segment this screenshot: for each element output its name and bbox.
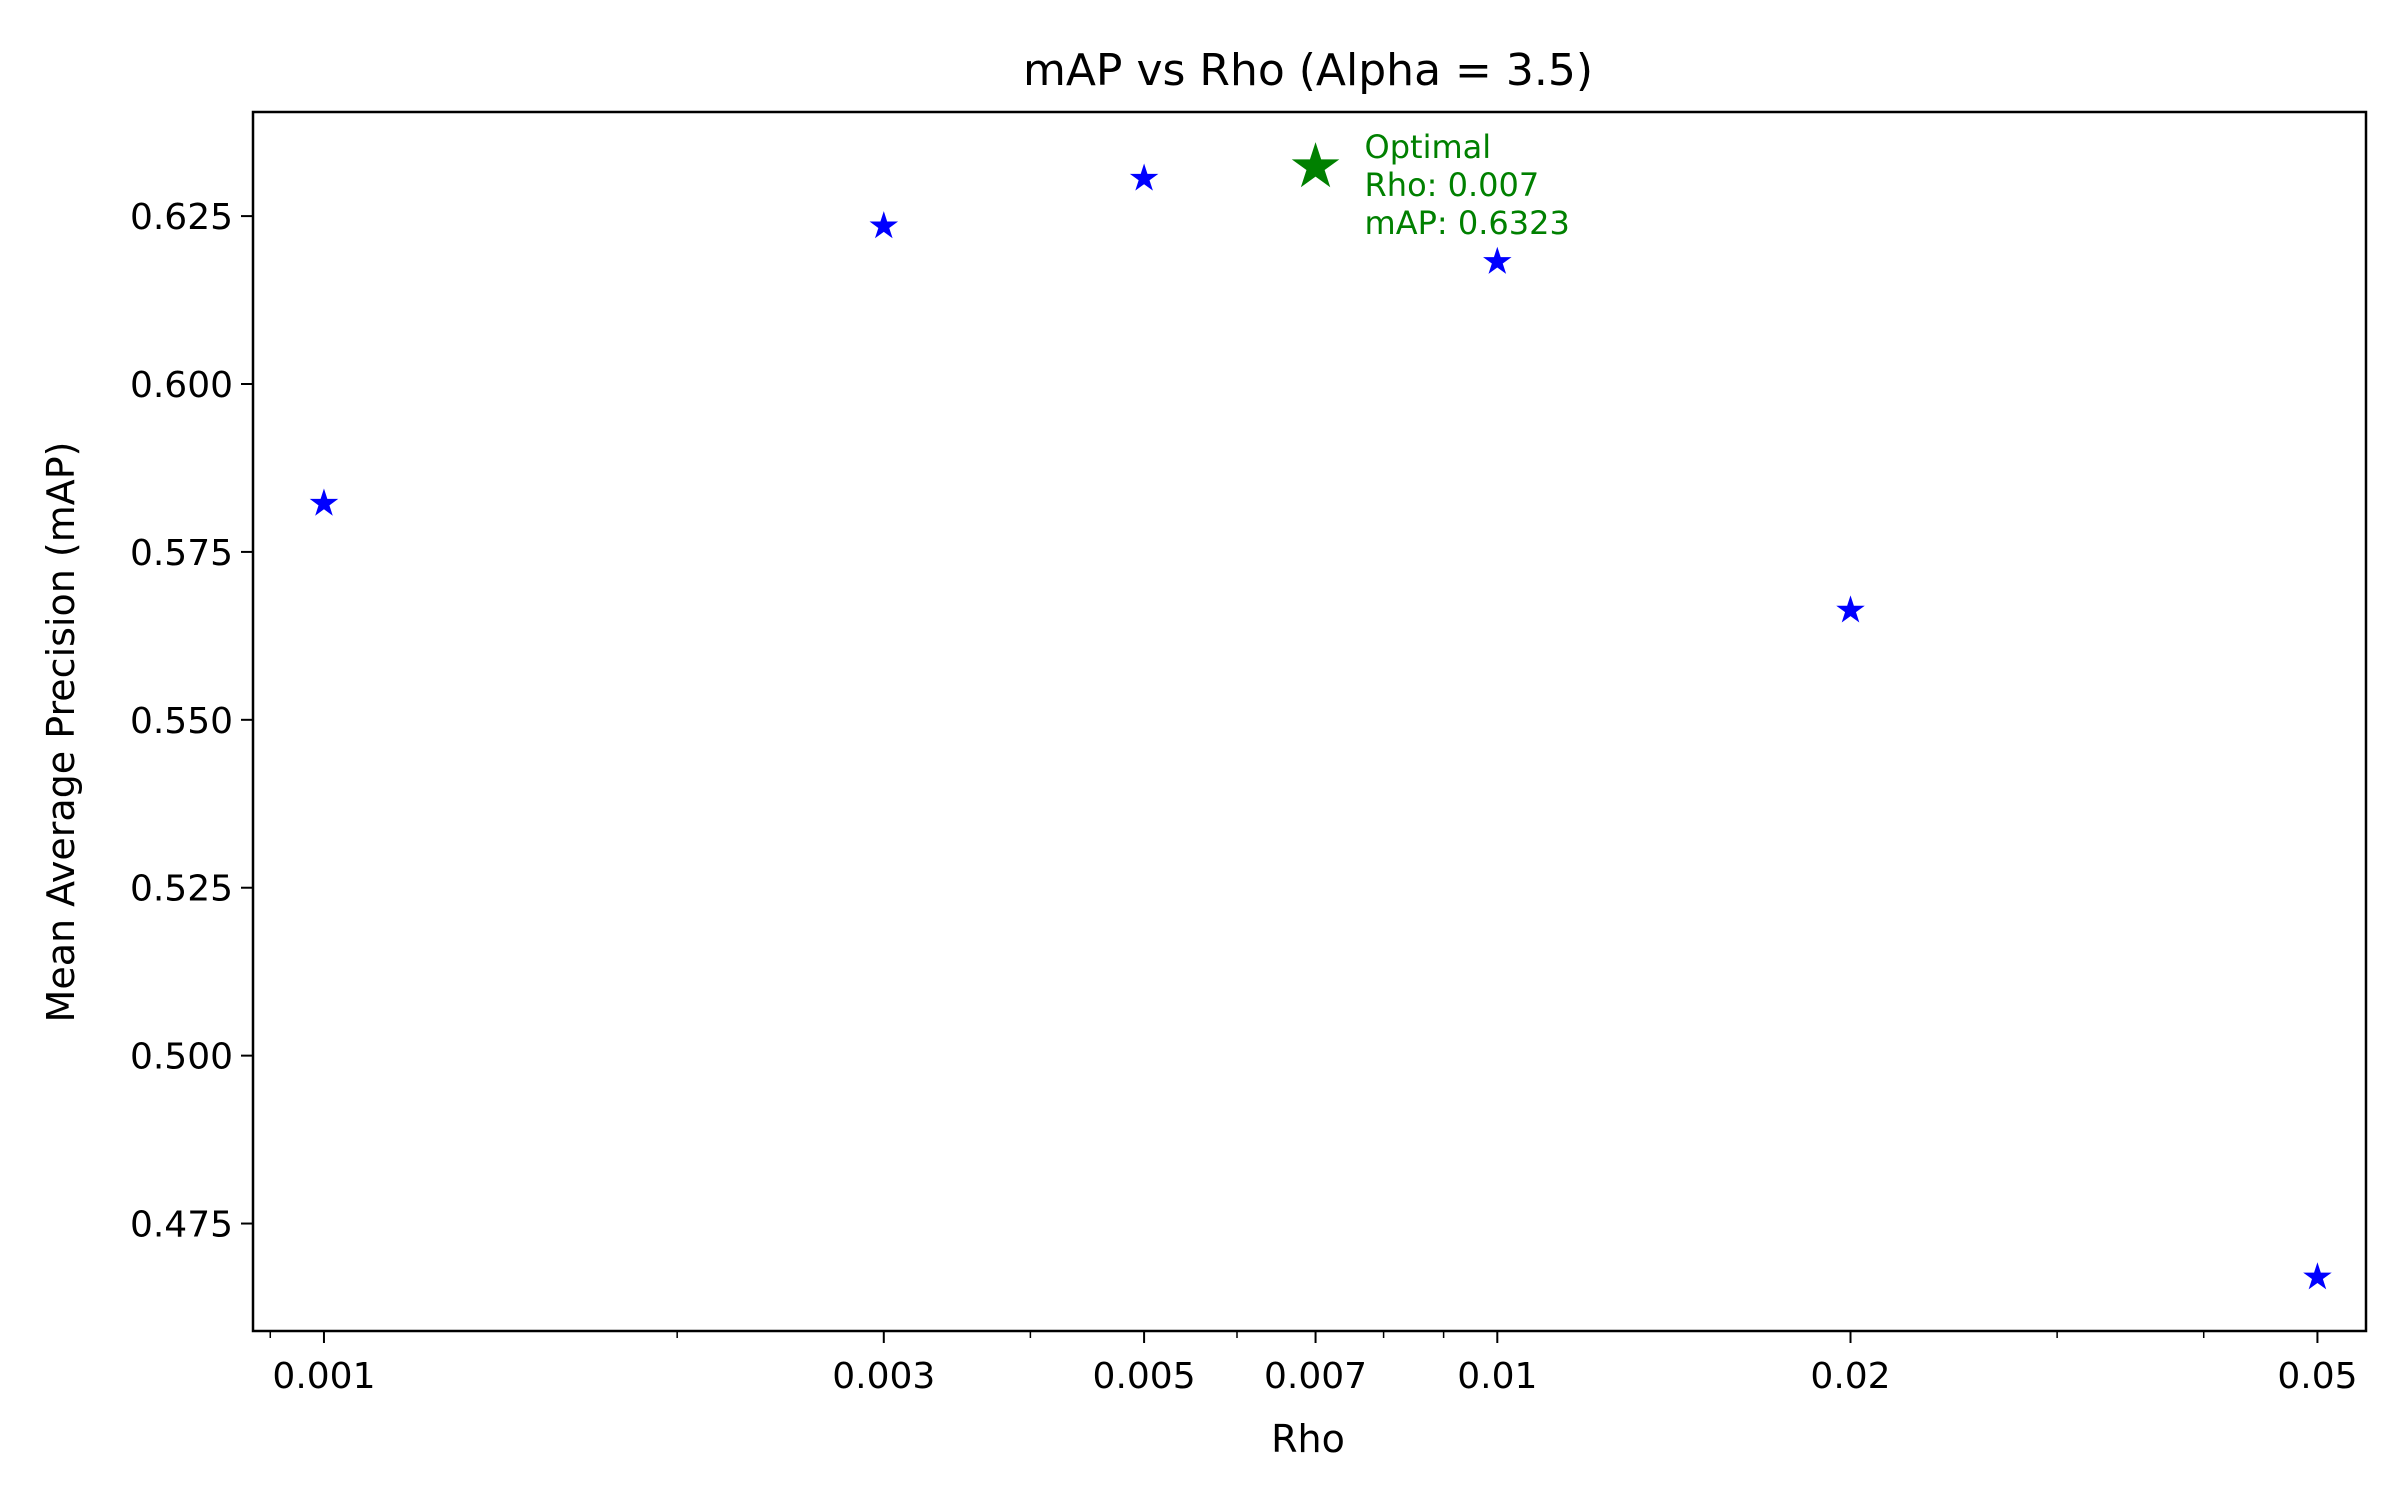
data-point-star [2303, 1262, 2332, 1290]
x-tick-label: 0.02 [1810, 1356, 1890, 1397]
y-axis-label: Mean Average Precision (mAP) [39, 442, 83, 1023]
x-tick-label: 0.05 [2277, 1356, 2357, 1397]
optimal-annotation-line: mAP: 0.6323 [1365, 204, 1570, 242]
x-tick-label: 0.01 [1457, 1356, 1537, 1397]
x-tick-label: 0.005 [1093, 1356, 1196, 1397]
x-tick-label: 0.001 [272, 1356, 375, 1397]
data-points [309, 163, 2332, 1290]
optimal-annotation-line: Rho: 0.007 [1365, 166, 1540, 204]
y-axis: 0.475 0.500 0.525 0.550 0.575 0.600 0.625 [130, 197, 253, 1246]
data-point-star [869, 211, 899, 239]
y-tick-label: 0.525 [130, 869, 233, 910]
plot-frame [251, 110, 2368, 1333]
x-tick-label: 0.007 [1264, 1356, 1367, 1397]
y-tick-label: 0.575 [130, 533, 233, 574]
y-tick-label: 0.600 [130, 365, 233, 406]
y-tick-label: 0.475 [130, 1205, 233, 1246]
x-tick-label: 0.003 [832, 1356, 935, 1397]
plot-area [251, 110, 2368, 1333]
data-point-star [1129, 163, 1159, 191]
y-tick-label: 0.550 [130, 701, 233, 742]
chart-title: mAP vs Rho (Alpha = 3.5) [1023, 45, 1593, 96]
data-point-star [309, 488, 339, 516]
optimal-point-star [1291, 142, 1340, 188]
x-axis: 0.001 0.003 0.005 0.007 0.01 0.02 0.05 [269, 1331, 2358, 1397]
y-tick-label: 0.500 [130, 1037, 233, 1078]
x-axis-label: Rho [1271, 1417, 1345, 1461]
data-point-star [1836, 595, 1865, 623]
y-tick-label: 0.625 [130, 197, 233, 238]
optimal-annotation-line: Optimal [1365, 128, 1492, 166]
data-point-star [1483, 246, 1512, 274]
